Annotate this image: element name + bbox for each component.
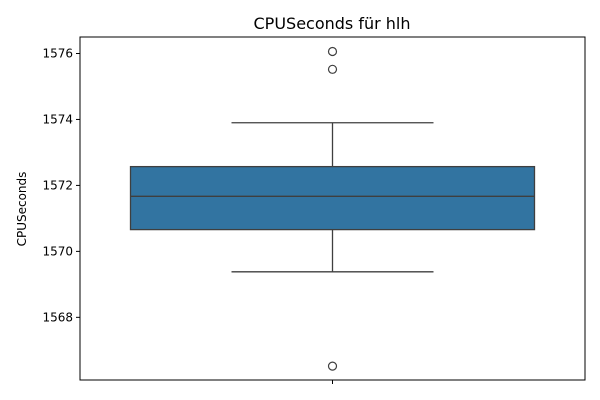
y-tick-label: 1570: [42, 244, 73, 258]
outlier-point: [327, 64, 338, 74]
outlier-point: [327, 361, 338, 371]
y-tick-label: 1574: [42, 112, 73, 126]
plot-area: 1568 1570 1572 1574 1576: [42, 36, 586, 384]
chart-title: CPUSeconds für hlh: [254, 14, 411, 33]
y-tick-label: 1568: [42, 310, 73, 324]
y-tick-label: 1572: [42, 178, 73, 192]
box: [129, 165, 536, 231]
plot-frame: [79, 36, 586, 381]
y-tick-label: 1576: [42, 46, 73, 60]
outlier-point: [327, 46, 338, 57]
y-axis-label: CPUSeconds: [15, 172, 29, 247]
